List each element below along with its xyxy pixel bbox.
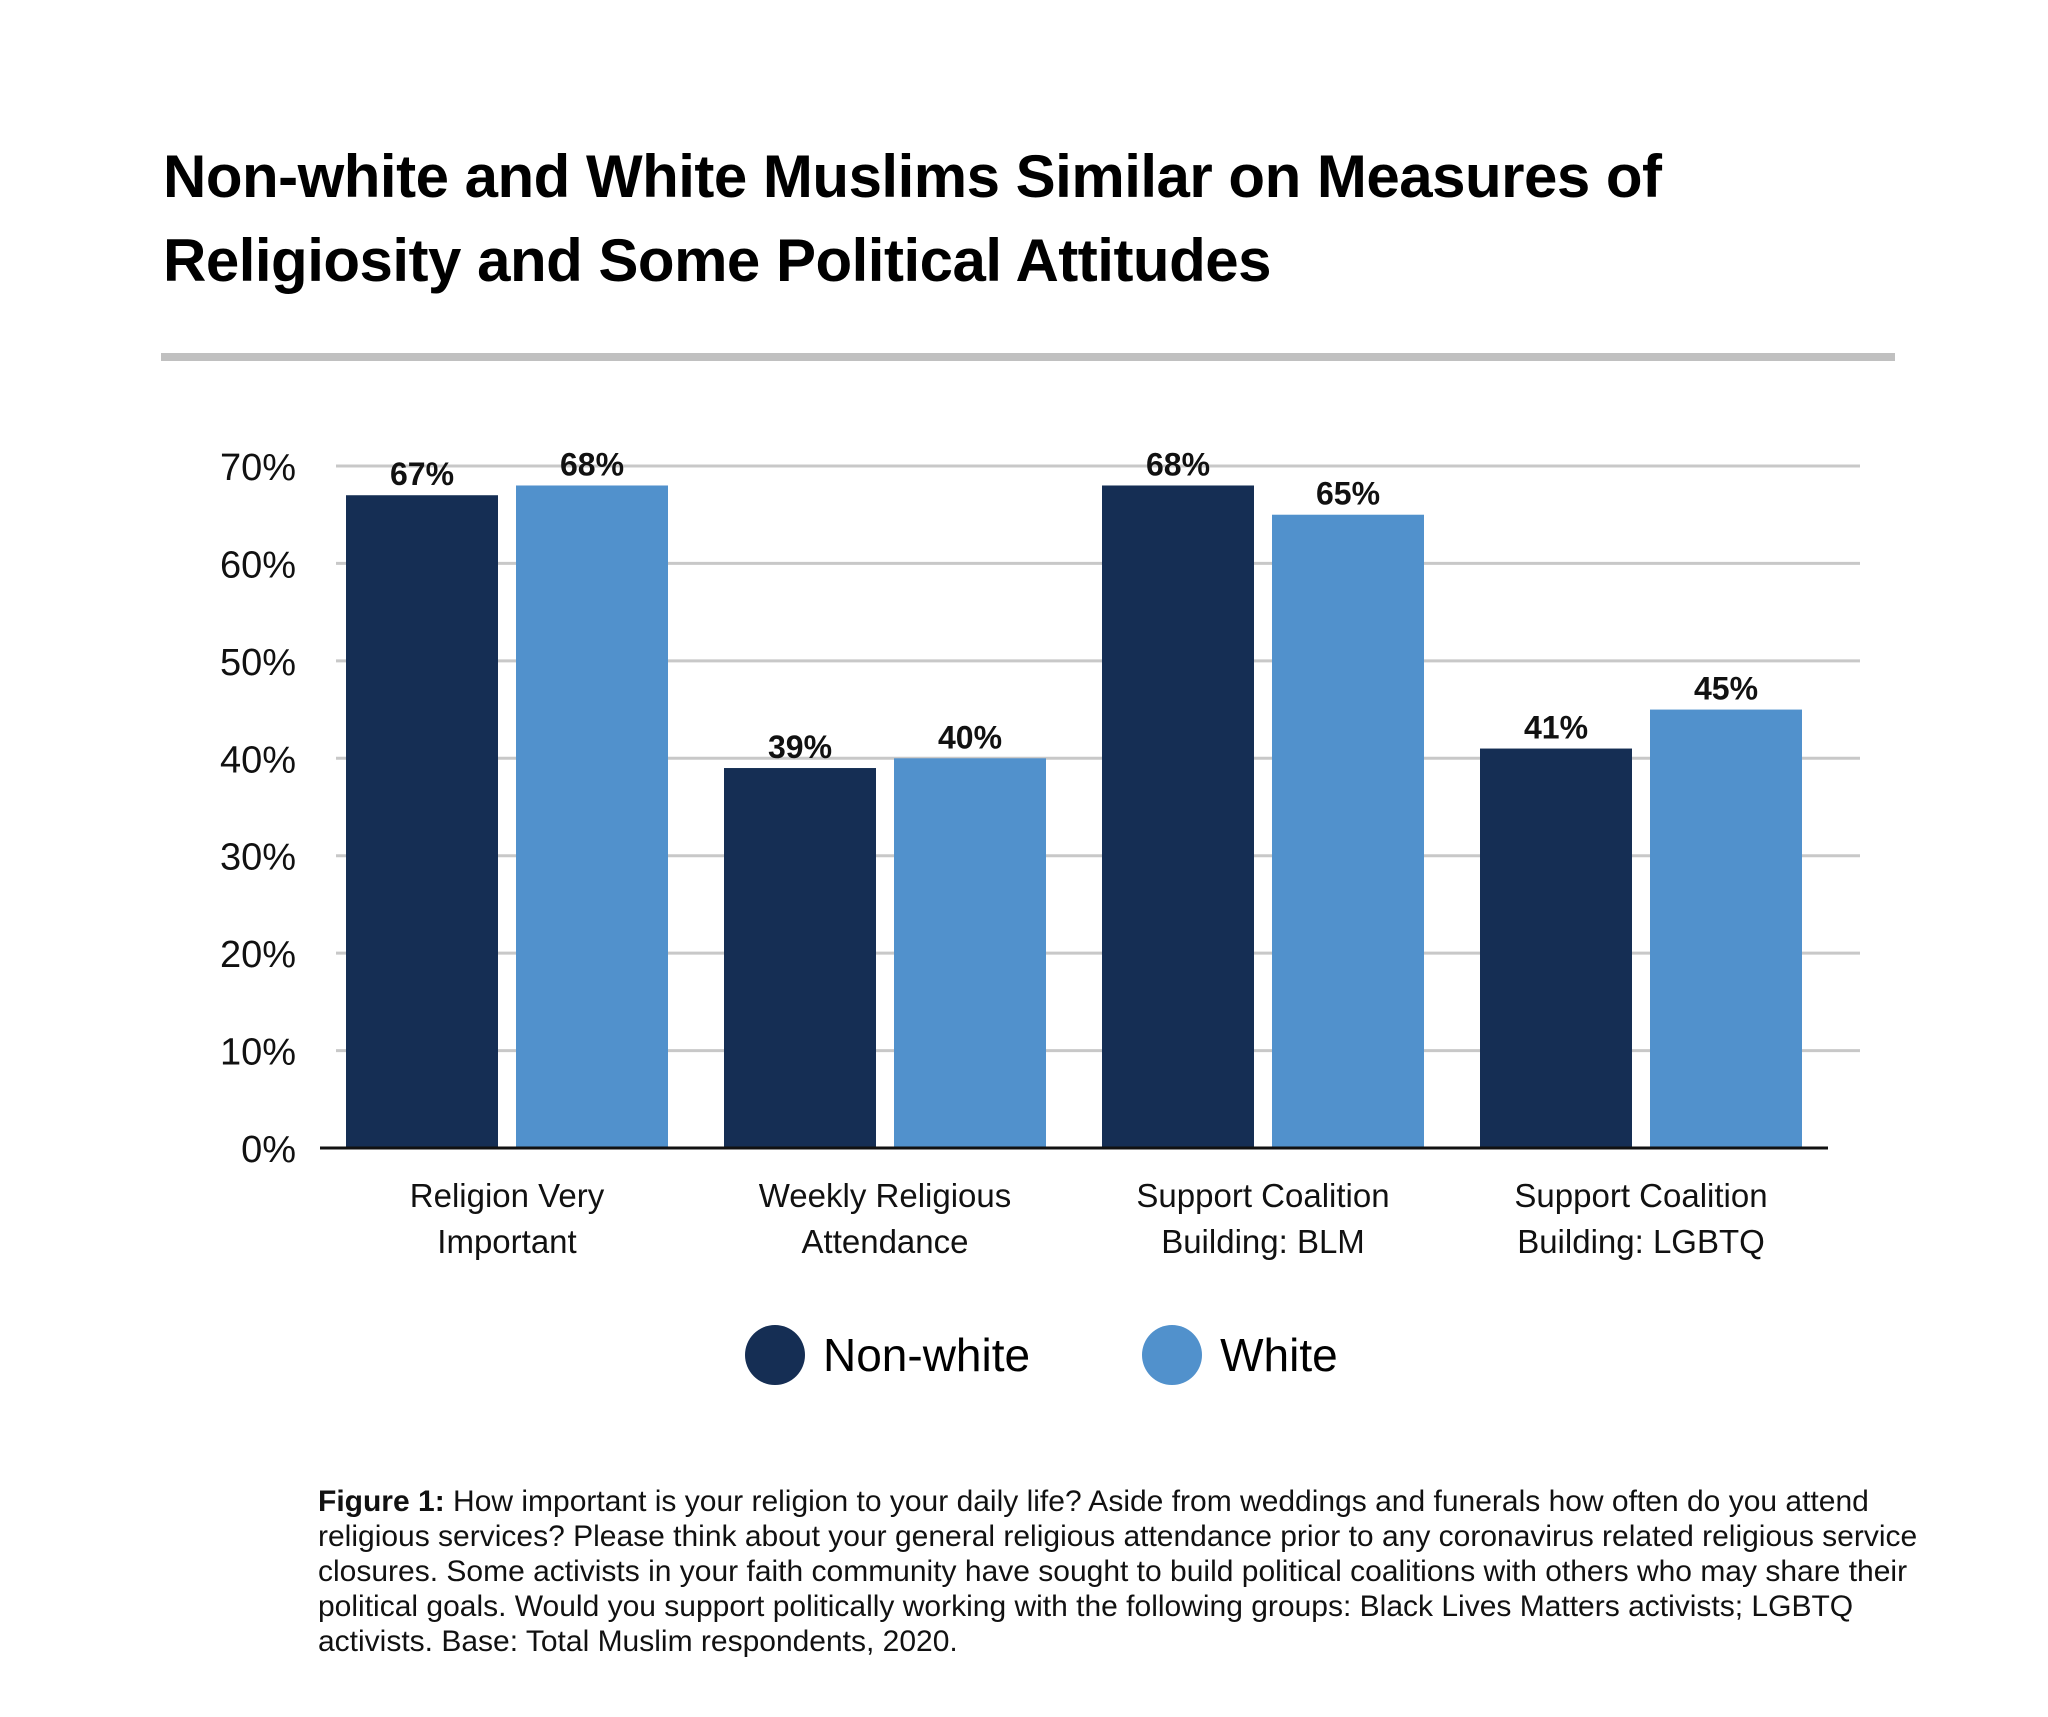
bar-non-white [724, 768, 876, 1148]
data-label: 67% [390, 456, 454, 492]
x-axis-label: Attendance [802, 1223, 969, 1260]
bar-white [894, 758, 1046, 1148]
chart-title-line-1: Non-white and White Muslims Similar on M… [163, 143, 1662, 210]
legend-label-white: White [1220, 1329, 1338, 1381]
x-axis-label: Weekly Religious [759, 1177, 1012, 1214]
x-axis-label: Building: LGBTQ [1517, 1223, 1765, 1260]
legend-item-white: White [1142, 1325, 1338, 1385]
data-labels: 67% 68% 39% 40% 68% 65% 41% 45% [390, 446, 1758, 765]
data-label: 65% [1316, 476, 1380, 512]
y-tick-label: 20% [220, 934, 296, 976]
y-tick-label: 60% [220, 544, 296, 586]
figure-caption: Figure 1: How important is your religion… [318, 1484, 1958, 1659]
legend-swatch-white [1142, 1325, 1203, 1385]
bar-non-white [1480, 748, 1632, 1148]
data-label: 68% [1146, 446, 1210, 482]
bar-non-white [1102, 485, 1254, 1148]
data-label: 41% [1524, 710, 1588, 746]
x-axis-label: Support Coalition [1136, 1177, 1389, 1214]
title-divider [161, 353, 1895, 361]
data-label: 39% [768, 729, 832, 765]
x-axis-labels: Religion Very Important Weekly Religious At… [410, 1177, 1768, 1260]
bar-white [516, 485, 668, 1148]
y-axis-ticks: 0% 10% 20% 30% 40% 50% 60% 70% [220, 447, 296, 1171]
caption-label: Figure 1: [318, 1485, 445, 1518]
x-axis-label: Religion Very [410, 1177, 605, 1214]
bar-chart: 0%10%20%30%40%50%60%70% 67% 68%39% 40%68%6… [220, 446, 1860, 1260]
x-axis-label: Important [437, 1223, 576, 1260]
bar-white [1650, 709, 1802, 1148]
y-tick-label: 10% [220, 1032, 296, 1074]
data-label: 45% [1694, 671, 1758, 707]
y-tick-label: 40% [220, 739, 296, 781]
caption-text: How important is your religion to your d… [318, 1485, 1918, 1658]
y-tick-label: 70% [220, 447, 296, 489]
bar-non-white [346, 495, 498, 1148]
x-axis-label: Support Coalition [1514, 1177, 1767, 1214]
chart-title: Non-white and White Muslims Similar on M… [163, 135, 1913, 303]
y-tick-label: 50% [220, 642, 296, 684]
legend: Non-white White [745, 1325, 1450, 1385]
data-label: 40% [938, 719, 1002, 755]
chart-title-line-2: Religiosity and Some Political Attitudes [163, 227, 1271, 294]
legend-label-non-white: Non-white [823, 1329, 1031, 1381]
bar-white [1272, 514, 1424, 1148]
y-tick-label: 0% [241, 1129, 296, 1171]
data-label: 68% [560, 446, 624, 482]
x-axis-label: Building: BLM [1161, 1223, 1365, 1260]
legend-swatch-non-white [745, 1325, 805, 1385]
legend-item-non-white: Non-white [745, 1325, 1030, 1385]
bars [346, 485, 1802, 1148]
y-tick-label: 30% [220, 837, 296, 879]
